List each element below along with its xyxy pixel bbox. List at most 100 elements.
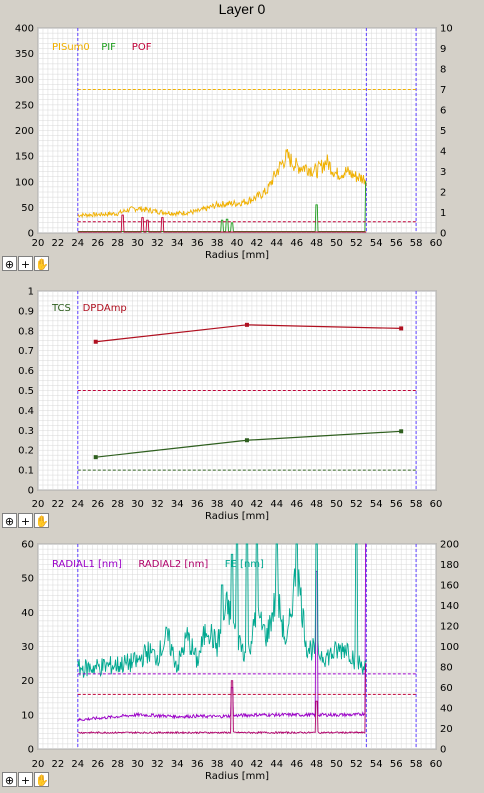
y-tick-label-left: 400 xyxy=(15,24,34,35)
x-tick-label: 54 xyxy=(370,238,383,249)
y-tick-label-right: 0 xyxy=(440,229,446,240)
x-tick-label: 56 xyxy=(390,759,403,770)
y-tick-label-right: 140 xyxy=(440,601,459,612)
pan-hand-icon[interactable]: ✋ xyxy=(34,256,49,271)
series-tcs-point xyxy=(399,429,404,434)
x-tick-label: 44 xyxy=(270,238,283,249)
series-pif xyxy=(77,181,367,232)
x-tick-label: 48 xyxy=(310,238,323,249)
y-tick-label-right: 200 xyxy=(440,540,459,551)
x-tick-label: 44 xyxy=(270,499,283,510)
series-dpdamp-point xyxy=(244,322,249,327)
x-tick-label: 46 xyxy=(290,499,303,510)
x-tick-label: 54 xyxy=(370,499,383,510)
x-axis-label: Radius [mm] xyxy=(205,250,269,261)
x-tick-label: 50 xyxy=(330,499,343,510)
y-tick-label-right: 3 xyxy=(440,167,446,178)
grid xyxy=(37,27,437,234)
y-tick-label-left: 40 xyxy=(21,608,34,619)
y-tick-label-right: 180 xyxy=(440,560,459,571)
pan-hand-icon[interactable]: ✋ xyxy=(34,772,49,787)
x-tick-label: 48 xyxy=(310,499,323,510)
x-tick-label: 32 xyxy=(151,238,164,249)
x-tick-label: 60 xyxy=(430,499,443,510)
y-tick-label-left: 0.5 xyxy=(18,386,34,397)
x-tick-label: 52 xyxy=(350,499,363,510)
y-tick-label-right: 40 xyxy=(440,704,453,715)
x-axis-label: Radius [mm] xyxy=(205,771,269,782)
x-tick-label: 38 xyxy=(211,499,224,510)
y-tick-label-right: 100 xyxy=(440,642,459,653)
y-tick-label-left: 0.6 xyxy=(18,366,34,377)
zoom-icon[interactable]: ⊕ xyxy=(2,256,17,271)
x-tick-label: 22 xyxy=(52,499,65,510)
series-tcs-point xyxy=(93,455,98,460)
series-dpdamp-point xyxy=(399,326,404,331)
x-tick-label: 20 xyxy=(32,499,45,510)
chart-radial-fe: 20 22 24 26 28 30 32 34 36 38 40 42 44 46 48 50 52 54 56 58… xyxy=(21,540,459,783)
toolbar-3: ⊕ + ✋ xyxy=(2,772,49,788)
series-dpdamp-point xyxy=(93,339,98,344)
x-tick-label: 58 xyxy=(410,238,423,249)
pan-hand-icon[interactable]: ✋ xyxy=(34,513,49,528)
zoom-icon[interactable]: ⊕ xyxy=(2,772,17,787)
zoom-icon[interactable]: ⊕ xyxy=(2,513,17,528)
y-tick-label-right: 10 xyxy=(440,24,453,35)
x-tick-label: 42 xyxy=(251,238,264,249)
y-tick-label-right: 120 xyxy=(440,622,459,633)
y-tick-label-left: 350 xyxy=(15,49,34,60)
x-tick-label: 34 xyxy=(171,238,184,249)
x-tick-label: 36 xyxy=(191,238,204,249)
series-pof-line xyxy=(77,214,367,233)
y-tick-label-left: 0.3 xyxy=(18,426,34,437)
y-tick-label-left: 50 xyxy=(21,203,34,214)
y-tick-label-left: 20 xyxy=(21,676,34,687)
y-tick-label-left: 10 xyxy=(21,710,34,721)
x-tick-label: 30 xyxy=(131,499,144,510)
x-tick-label: 56 xyxy=(390,499,403,510)
series-pof xyxy=(77,214,367,233)
y-tick-label-left: 100 xyxy=(15,177,34,188)
x-tick-label: 36 xyxy=(191,759,204,770)
y-tick-label-left: 0.8 xyxy=(18,326,34,337)
crosshair-icon[interactable]: + xyxy=(18,256,33,271)
x-tick-label: 50 xyxy=(330,238,343,249)
y-tick-label-left: 1 xyxy=(28,287,34,298)
x-tick-label: 46 xyxy=(290,238,303,249)
series-pisum0-line xyxy=(77,148,367,219)
chart-tcs-dpdamp: 20 22 24 26 28 30 32 34 36 38 40 42 44 46 48 50 52 54 56 58… xyxy=(18,287,443,523)
x-tick-label: 60 xyxy=(430,238,443,249)
x-tick-label: 48 xyxy=(310,759,323,770)
x-tick-label: 30 xyxy=(131,238,144,249)
x-tick-label: 58 xyxy=(410,759,423,770)
x-tick-label: 40 xyxy=(231,238,244,249)
legend-series-radial1-nm: RADIAL1 [nm] xyxy=(52,559,122,570)
x-tick-label: 58 xyxy=(410,499,423,510)
y-tick-label-right: 6 xyxy=(440,106,446,117)
x-tick-label: 22 xyxy=(52,759,65,770)
crosshair-icon[interactable]: + xyxy=(18,513,33,528)
x-tick-label: 34 xyxy=(171,759,184,770)
legend-series-radial2-nm: RADIAL2 [nm] xyxy=(138,559,208,570)
x-tick-label: 60 xyxy=(430,759,443,770)
y-tick-label-left: 200 xyxy=(15,126,34,137)
y-tick-label-left: 0.2 xyxy=(18,446,34,457)
legend-series-tcs: TCS xyxy=(51,303,71,314)
x-tick-label: 24 xyxy=(71,499,84,510)
x-tick-label: 34 xyxy=(171,499,184,510)
crosshair-icon[interactable]: + xyxy=(18,772,33,787)
x-tick-label: 28 xyxy=(111,238,124,249)
y-tick-label-left: 0 xyxy=(28,229,34,240)
y-tick-label-left: 0.7 xyxy=(18,346,34,357)
legend-series-dpdamp: DPDAmp xyxy=(83,303,127,314)
series-pif-line xyxy=(77,181,367,232)
x-tick-label: 28 xyxy=(111,759,124,770)
y-tick-label-right: 160 xyxy=(440,581,459,592)
series-radial1-nm xyxy=(77,543,367,722)
x-tick-label: 42 xyxy=(251,499,264,510)
x-tick-label: 28 xyxy=(111,499,124,510)
y-tick-label-right: 20 xyxy=(440,724,453,735)
series-tcs xyxy=(93,429,404,460)
y-tick-label-right: 60 xyxy=(440,683,453,694)
y-tick-label-right: 4 xyxy=(440,147,446,158)
